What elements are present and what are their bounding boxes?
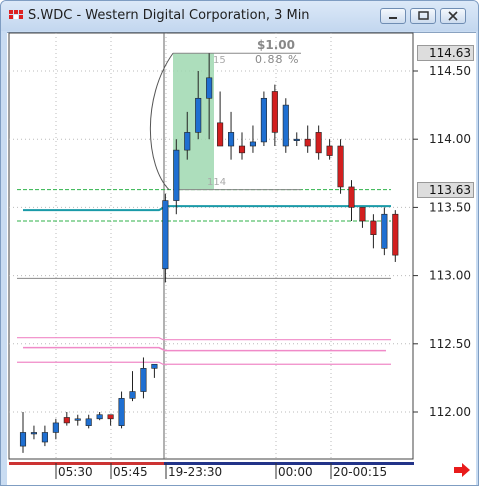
candle-body (85, 418, 92, 426)
level-teal (23, 205, 391, 212)
candle-body (217, 122, 224, 147)
measure-curve (149, 52, 174, 191)
level-pink-lower (17, 361, 391, 365)
candle-body (381, 213, 388, 249)
measure-bars-bottom: 114 (207, 177, 227, 188)
candle-body (118, 398, 125, 426)
candle-body (19, 432, 27, 447)
x-tick-label: 05:30 (58, 465, 93, 479)
candle-body (74, 418, 81, 421)
y-tick-label: 112.00 (429, 405, 471, 419)
close-icon (448, 11, 458, 21)
candle-body (370, 220, 377, 235)
minimize-icon (389, 17, 397, 19)
measure-bars-top: 15 (213, 55, 226, 66)
scroll-right-arrow-icon[interactable] (453, 462, 471, 478)
window-title: S.WDC - Western Digital Corporation, 3 M… (28, 8, 310, 23)
candle-body (107, 414, 114, 420)
candle-body (348, 186, 355, 208)
candle-body (41, 432, 48, 443)
measure-highlight (173, 53, 214, 190)
candle-body (63, 417, 70, 424)
candle-body (129, 391, 136, 399)
x-tick-label: 05:45 (113, 465, 148, 479)
chart-area[interactable] (7, 32, 476, 485)
plot-border (8, 32, 414, 460)
session-bar-current (164, 462, 414, 465)
candle-body (337, 145, 344, 188)
candle-body (260, 97, 267, 143)
candle-body (304, 138, 311, 147)
session-bar-prev (9, 462, 164, 465)
candle-body (282, 104, 289, 147)
y-tick-label: 112.50 (429, 337, 471, 351)
y-tick-label: 114.00 (429, 132, 471, 146)
close-button[interactable] (440, 8, 466, 24)
candle-body (315, 132, 322, 154)
candle-body (271, 91, 278, 133)
candle-body (162, 200, 169, 270)
candle-body (206, 77, 213, 99)
level-pink-upper (17, 337, 391, 341)
minimize-button[interactable] (380, 8, 406, 24)
level-pink-mid (23, 346, 386, 352)
measure-price-change: $1.00 (257, 38, 295, 52)
x-tick-label: 20-00:15 (333, 465, 387, 479)
y-tick-label: 114.50 (429, 64, 471, 78)
title-bar[interactable]: S.WDC - Western Digital Corporation, 3 M… (1, 1, 478, 31)
current-price-label: 113.63 (417, 182, 474, 198)
candle-body (173, 149, 180, 201)
candle-body (184, 132, 191, 151)
x-tick-label: 19-23:30 (168, 465, 222, 479)
high-price-label: 114.63 (417, 45, 474, 61)
candle-body (228, 132, 235, 147)
candle-body (249, 141, 256, 147)
restore-icon (418, 11, 429, 20)
candle-body (140, 368, 147, 392)
y-tick-label: 113.50 (429, 200, 471, 214)
x-tick-label: 00:00 (278, 465, 313, 479)
y-tick-label: 113.00 (429, 269, 471, 283)
candle-body (326, 145, 333, 156)
restore-button[interactable] (410, 8, 436, 24)
candle-body (392, 213, 399, 256)
candle-body (96, 414, 103, 420)
candle-body (293, 138, 300, 141)
candle-body (195, 97, 202, 133)
candle-body (30, 432, 38, 435)
candle-body (359, 207, 366, 222)
measure-percent-change: 0.88 % (255, 53, 300, 66)
candle-body (238, 145, 246, 154)
candle-body (151, 363, 158, 369)
app-icon (9, 10, 23, 19)
candle-body (52, 422, 59, 433)
